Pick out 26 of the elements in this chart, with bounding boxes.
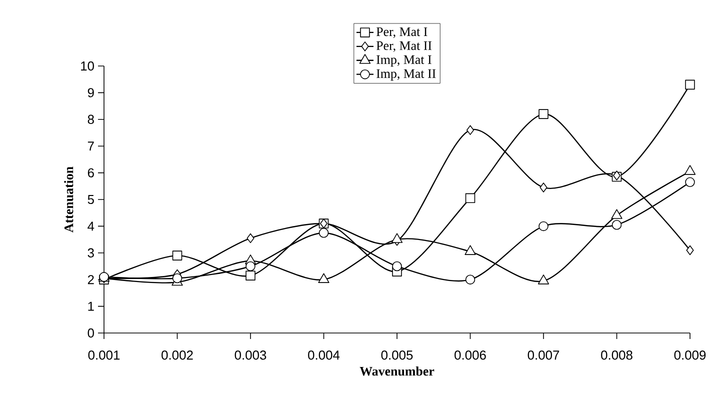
x-tick-label: 0.004 [308,350,340,360]
x-tick-label: 0.005 [381,350,413,360]
x-tick-label: 0.006 [454,350,486,360]
y-tick-label: 8 [88,114,94,124]
x-tick-label: 0.007 [528,350,560,360]
legend-label: Per, Mat II [376,41,432,52]
y-axis-title: Attenuation [64,166,74,232]
y-tick-label: 5 [88,194,94,204]
legend-label: Imp, Mat I [376,55,432,67]
x-tick-label: 0.009 [674,350,706,360]
y-tick-label: 9 [88,88,94,98]
y-tick-label: 10 [81,61,94,71]
legend-label: Per, Mat I [376,27,428,38]
x-tick-label: 0.003 [234,350,266,360]
x-tick-label: 0.001 [88,350,120,360]
x-tick-label: 0.008 [601,350,632,360]
y-tick-label: 0 [88,328,94,338]
x-tick-label: 0.002 [162,350,193,360]
y-tick-label: 6 [88,168,94,178]
y-tick-label: 4 [88,222,94,231]
y-tick-label: 3 [88,248,94,258]
x-axis-title: Wavenumber [360,366,434,376]
y-tick-label: 7 [88,142,94,151]
y-tick-label: 2 [88,275,94,284]
legend-label: Imp, Mat II [376,69,436,81]
y-tick-label: 1 [88,302,94,311]
